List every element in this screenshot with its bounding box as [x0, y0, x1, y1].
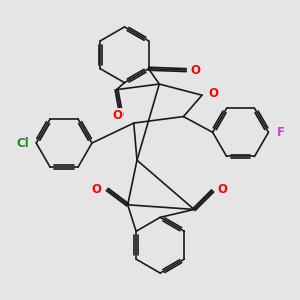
Text: O: O	[92, 183, 102, 196]
Text: O: O	[191, 64, 201, 76]
Text: O: O	[112, 109, 122, 122]
Text: Cl: Cl	[16, 136, 29, 149]
Text: F: F	[277, 126, 285, 139]
Text: O: O	[208, 87, 218, 100]
Text: O: O	[217, 183, 227, 196]
